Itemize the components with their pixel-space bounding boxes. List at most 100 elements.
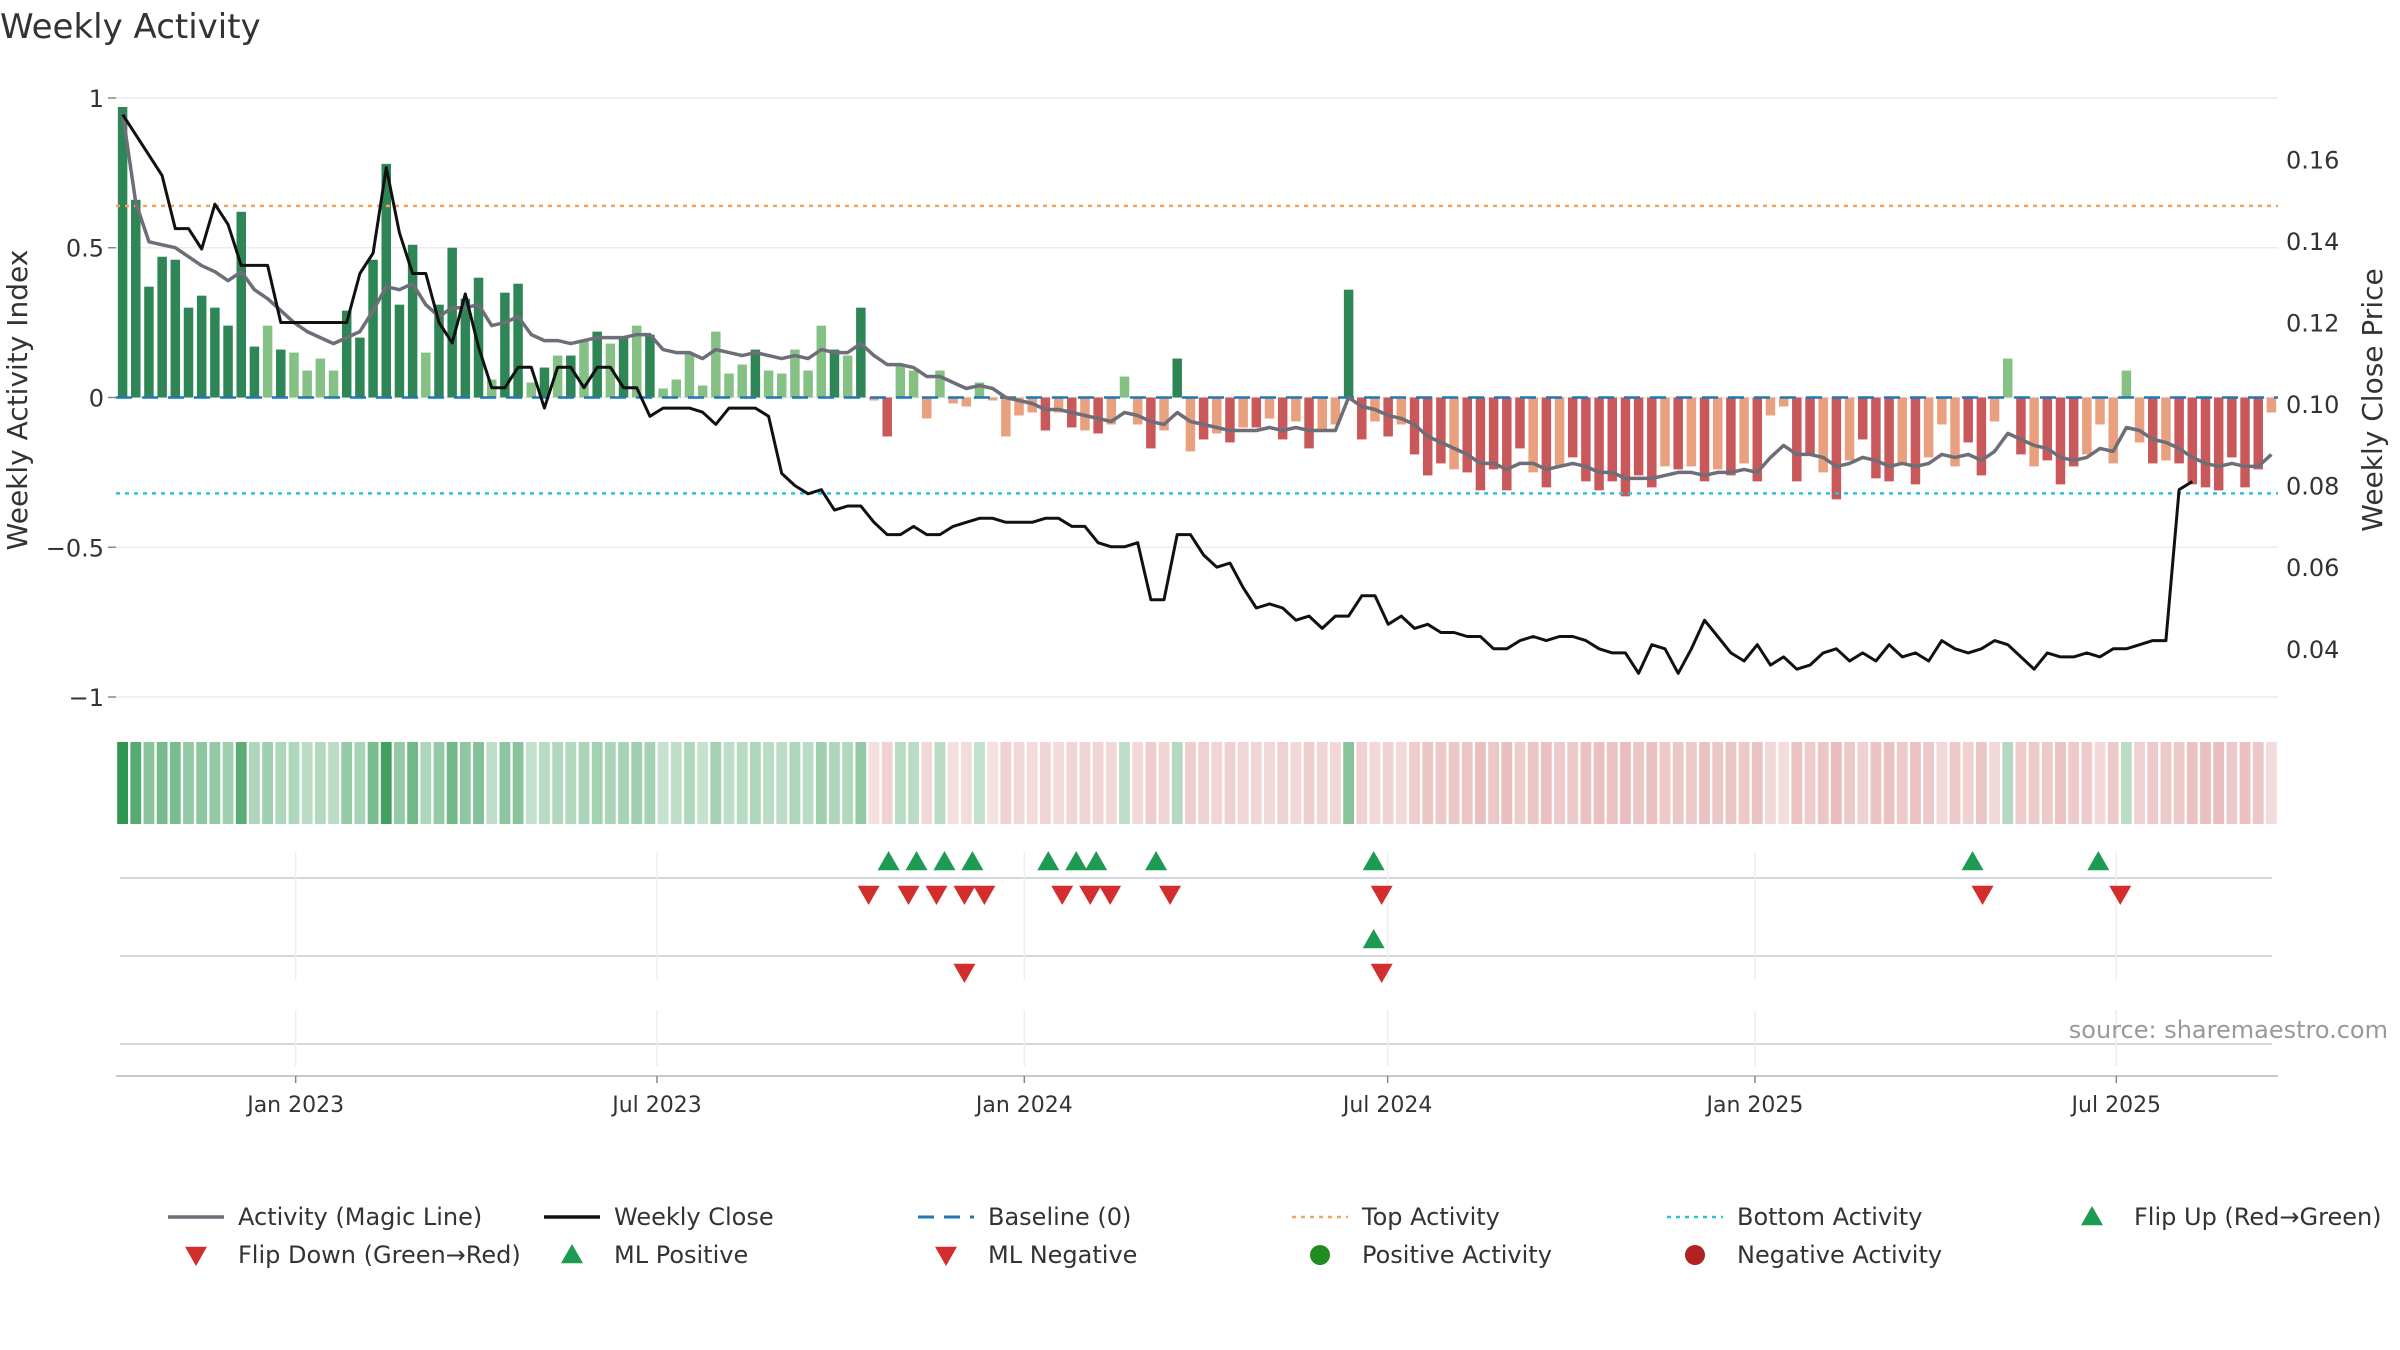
heatstrip-cell bbox=[1488, 742, 1500, 824]
activity-bar bbox=[1765, 397, 1776, 416]
activity-bar bbox=[341, 310, 352, 398]
left-tick-label: 1 bbox=[89, 85, 104, 113]
legend-label: Activity (Magic Line) bbox=[238, 1203, 482, 1231]
heatstrip-cell bbox=[1712, 742, 1724, 824]
heatstrip-cell bbox=[947, 742, 959, 824]
activity-bar bbox=[131, 199, 141, 398]
activity-bar bbox=[750, 349, 761, 398]
x-tick-label: Jul 2025 bbox=[2070, 1093, 2162, 1118]
activity-bar bbox=[2082, 397, 2092, 455]
heatstrip-cell bbox=[2015, 742, 2027, 824]
heatstrip-cell bbox=[1198, 742, 1209, 824]
activity-bar bbox=[1739, 397, 1749, 464]
x-tick-label: Jan 2024 bbox=[974, 1093, 1073, 1118]
activity-bar bbox=[223, 325, 233, 398]
heatstrip-cell bbox=[1303, 742, 1315, 824]
heatstrip-cell bbox=[644, 742, 656, 824]
activity-bar bbox=[513, 283, 523, 398]
heatstrip-cell bbox=[1685, 742, 1697, 824]
activity-bar bbox=[1528, 397, 1538, 473]
heatstrip-cell bbox=[842, 742, 854, 824]
activity-bar bbox=[1831, 397, 1842, 500]
flip-down-marker bbox=[1079, 885, 1102, 905]
activity-bar bbox=[1950, 397, 1960, 467]
heatstrip-cell bbox=[2134, 742, 2145, 824]
legend-key-ml-negative bbox=[935, 1246, 957, 1266]
activity-bar bbox=[1581, 397, 1591, 482]
heatstrip-cell bbox=[1264, 742, 1275, 824]
activity-bar bbox=[552, 355, 563, 398]
right-axis-label: Weekly Close Price bbox=[2356, 268, 2389, 531]
flip-up-marker bbox=[905, 851, 928, 871]
flip-down-marker bbox=[1370, 885, 1393, 905]
heatstrip-cell bbox=[446, 742, 458, 824]
ml-negative-marker bbox=[953, 963, 976, 983]
heatstrip-cell bbox=[921, 742, 933, 824]
activity-bar bbox=[262, 325, 273, 398]
heatstrip-cell bbox=[301, 742, 313, 824]
activity-bar bbox=[1792, 397, 1802, 482]
activity-bar bbox=[1343, 289, 1354, 398]
heatstrip-cell bbox=[235, 742, 247, 824]
activity-bar bbox=[1818, 397, 1828, 473]
activity-bar bbox=[1317, 397, 1327, 431]
activity-bar bbox=[157, 256, 167, 398]
heatstrip-cell bbox=[1778, 742, 1790, 824]
activity-bar bbox=[935, 370, 945, 398]
heatstrip-cell bbox=[1382, 742, 1394, 824]
heatstrip-cell bbox=[736, 742, 748, 824]
heatstrip-cell bbox=[1224, 742, 1236, 824]
activity-bar bbox=[2213, 397, 2224, 491]
heatstrip-cell bbox=[1422, 742, 1434, 824]
heatstrip-cell bbox=[1237, 742, 1249, 824]
activity-bar bbox=[2016, 397, 2026, 455]
heatstrip-cell bbox=[169, 742, 181, 824]
flip-up-marker bbox=[1362, 851, 1385, 871]
right-tick-label: 0.06 bbox=[2286, 554, 2339, 582]
activity-bar bbox=[1752, 397, 1763, 482]
activity-bar bbox=[1488, 397, 1499, 470]
heatstrip-cell bbox=[697, 742, 709, 824]
activity-bar bbox=[1436, 397, 1446, 464]
flip-up-marker bbox=[1961, 851, 1984, 871]
activity-bar bbox=[1660, 397, 1670, 467]
activity-bar bbox=[2187, 397, 2198, 485]
legend-label: ML Positive bbox=[614, 1241, 748, 1269]
flip-down-marker bbox=[897, 885, 920, 905]
heatstrip-cell bbox=[1975, 742, 1987, 824]
activity-bar bbox=[1357, 397, 1367, 440]
heatstrip-cell bbox=[143, 742, 155, 824]
heatstrip-cell bbox=[908, 742, 919, 824]
heatstrip-cell bbox=[1119, 742, 1130, 824]
heatstrip-cell bbox=[1330, 742, 1341, 824]
activity-bar bbox=[1989, 397, 2000, 422]
heatstrip-cell bbox=[670, 742, 682, 824]
activity-bar bbox=[618, 337, 629, 398]
heatstrip-cell bbox=[1158, 742, 1170, 824]
activity-bar bbox=[183, 307, 194, 398]
activity-bar bbox=[1567, 397, 1578, 458]
heatstrip-cell bbox=[1830, 742, 1842, 824]
heatstrip-cell bbox=[473, 742, 484, 824]
heatstrip-cell bbox=[2200, 742, 2211, 824]
x-tick-label: Jan 2025 bbox=[1705, 1093, 1804, 1118]
heatstrip-cell bbox=[2002, 742, 2014, 824]
heatstrip-cell bbox=[407, 742, 419, 824]
activity-bar bbox=[1106, 397, 1117, 425]
heatstrip-cell bbox=[1000, 742, 1012, 824]
flip-down-marker bbox=[2109, 885, 2132, 905]
heatstrip-cell bbox=[1461, 742, 1473, 824]
activity-bar bbox=[1673, 397, 1683, 470]
activity-bar bbox=[2068, 397, 2079, 467]
activity-bar bbox=[421, 352, 431, 398]
flip-down-marker bbox=[973, 885, 996, 905]
activity-bar bbox=[1014, 397, 1024, 416]
activity-bar bbox=[922, 397, 932, 419]
activity-bar bbox=[2003, 358, 2013, 398]
heatstrip-cell bbox=[2055, 742, 2066, 824]
heatstrip-cell bbox=[1989, 742, 2000, 824]
activity-bar bbox=[1686, 397, 1697, 467]
heatstrip-cell bbox=[2252, 742, 2264, 824]
activity-bar bbox=[579, 340, 589, 398]
heatstrip-cell bbox=[288, 742, 300, 824]
